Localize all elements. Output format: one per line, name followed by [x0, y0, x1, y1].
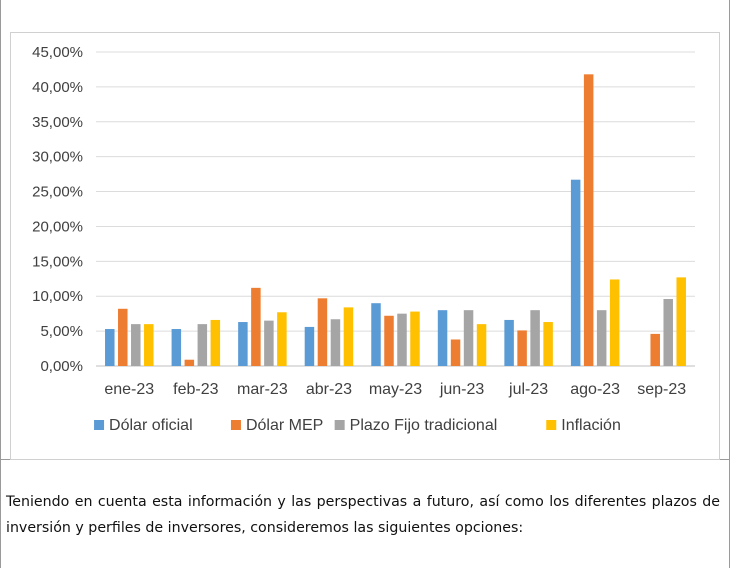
- bar-d-lar-mep-jul-23: [517, 330, 527, 366]
- y-tick-label: 25,00%: [32, 184, 83, 201]
- y-tick-label: 0,00%: [40, 358, 83, 375]
- bar-d-lar-mep-mar-23: [251, 287, 261, 366]
- x-tick-label: jul-23: [508, 381, 548, 398]
- legend-label: Dólar oficial: [109, 417, 193, 434]
- y-tick-label: 20,00%: [32, 218, 83, 235]
- y-tick-label: 5,00%: [40, 323, 83, 340]
- bar-inflaci-n-may-23: [410, 311, 420, 366]
- body-paragraph: Teniendo en cuenta esta información y la…: [6, 494, 720, 536]
- bar-plazo-fijo-tradicional-mar-23: [264, 320, 274, 366]
- bar-inflaci-n-mar-23: [277, 312, 287, 366]
- bar-d-lar-oficial-jun-23: [437, 310, 448, 366]
- bar-d-lar-mep-feb-23: [184, 359, 195, 366]
- x-tick-label: ene-23: [104, 381, 154, 398]
- bar-plazo-fijo-tradicional-sep-23: [663, 299, 673, 366]
- x-tick-label: may-23: [369, 381, 422, 398]
- x-tick-label: ago-23: [570, 381, 620, 398]
- y-tick-label: 35,00%: [32, 114, 83, 131]
- bar-plazo-fijo-tradicional-ene-23: [131, 324, 141, 366]
- y-tick-label: 10,00%: [32, 288, 83, 305]
- bar-d-lar-mep-may-23: [384, 315, 394, 366]
- bar-d-lar-mep-abr-23: [317, 298, 328, 366]
- bar-inflaci-n-abr-23: [343, 307, 354, 366]
- bar-inflaci-n-ene-23: [144, 324, 154, 366]
- bar-plazo-fijo-tradicional-jul-23: [530, 310, 540, 366]
- legend-swatch: [230, 420, 241, 430]
- bar-d-lar-oficial-jul-23: [504, 319, 514, 366]
- y-tick-label: 15,00%: [32, 253, 83, 270]
- bar-plazo-fijo-tradicional-feb-23: [197, 324, 208, 366]
- bar-d-lar-mep-sep-23: [650, 333, 660, 366]
- legend-swatch: [94, 420, 105, 430]
- bar-d-lar-oficial-mar-23: [238, 322, 248, 366]
- legend-swatch: [334, 420, 345, 430]
- bar-inflaci-n-jul-23: [543, 322, 553, 366]
- bar-inflaci-n-sep-23: [676, 277, 686, 366]
- bar-d-lar-oficial-ago-23: [570, 179, 581, 366]
- x-tick-label: sep-23: [637, 381, 686, 398]
- bar-inflaci-n-feb-23: [210, 319, 221, 366]
- bar-inflaci-n-ago-23: [609, 279, 620, 366]
- y-tick-label: 45,00%: [32, 44, 83, 61]
- bar-plazo-fijo-tradicional-jun-23: [463, 310, 474, 366]
- bar-d-lar-mep-jun-23: [450, 339, 461, 366]
- x-tick-label: abr-23: [306, 381, 352, 398]
- bar-d-lar-oficial-abr-23: [304, 326, 315, 366]
- legend-swatch: [546, 420, 557, 430]
- bar-chart: 0,00% 5,00% 10,00% 15,00% 20,00% 25,00% 30,00%…: [32, 44, 695, 434]
- legend-label: Dólar MEP: [246, 417, 323, 434]
- bar-plazo-fijo-tradicional-ago-23: [596, 310, 607, 366]
- x-tick-label: jun-23: [439, 381, 485, 398]
- bar-d-lar-mep-ago-23: [583, 74, 594, 366]
- y-tick-label: 30,00%: [32, 149, 83, 166]
- legend-label: Inflación: [561, 417, 621, 434]
- x-tick-label: feb-23: [173, 381, 218, 398]
- bar-d-lar-oficial-may-23: [371, 303, 381, 366]
- chart-container: 0,00% 5,00% 10,00% 15,00% 20,00% 25,00% 30,00%…: [10, 32, 720, 460]
- bar-d-lar-oficial-ene-23: [105, 329, 115, 366]
- x-tick-label: mar-23: [237, 381, 288, 398]
- bar-d-lar-oficial-feb-23: [171, 329, 182, 366]
- y-tick-label: 40,00%: [32, 79, 83, 96]
- legend-label: Plazo Fijo tradicional: [350, 417, 498, 434]
- bar-plazo-fijo-tradicional-may-23: [397, 313, 407, 366]
- bar-inflaci-n-jun-23: [476, 324, 487, 366]
- bar-d-lar-mep-ene-23: [118, 308, 128, 366]
- bar-plazo-fijo-tradicional-abr-23: [330, 319, 341, 366]
